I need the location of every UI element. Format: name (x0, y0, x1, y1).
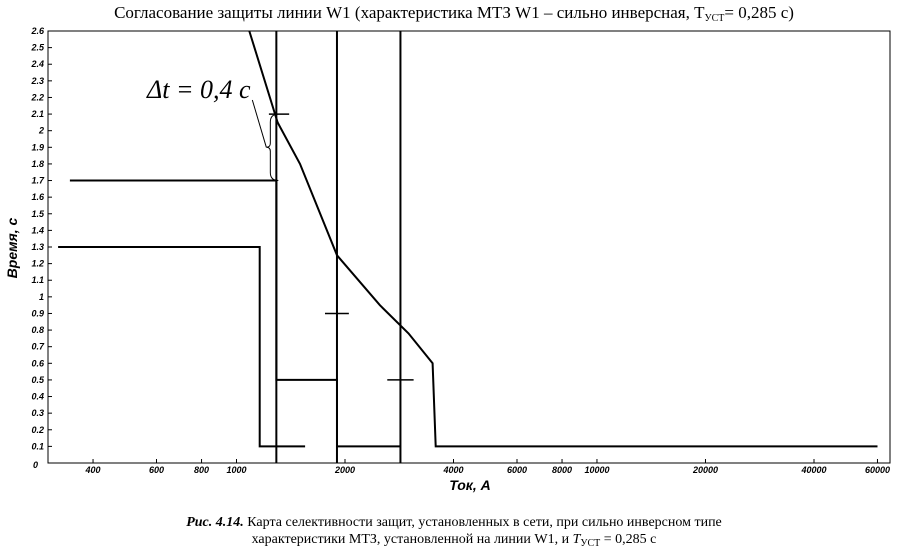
y-tick-label: 2.6 (30, 26, 45, 36)
y-tick-label: 0.2 (31, 425, 44, 435)
chart-title-subscript: УСТ (704, 13, 725, 24)
caption-text-1: Карта селективности защит, установленных… (243, 515, 722, 530)
caption-text-3: = 0,285 с (600, 532, 657, 547)
y-tick-label: 0.7 (31, 342, 45, 352)
y-tick-label: 0.8 (31, 325, 44, 335)
delta-t-annotation: Δt = 0,4 c (146, 75, 251, 104)
y-tick-label: 2.5 (30, 43, 45, 53)
y-tick-label: 1.2 (31, 259, 44, 269)
y-tick-label: 1.3 (31, 242, 44, 252)
y-tick-label: 1.9 (31, 142, 44, 152)
y-tick-label: 0.6 (31, 358, 45, 368)
y-tick-label: 1.1 (31, 275, 44, 285)
x-axis-label: Ток, А (449, 477, 491, 493)
caption-t-subscript: УСТ (580, 538, 601, 549)
x-tick-label: 2000 (334, 465, 355, 475)
chart-title-tail: = 0,285 с) (724, 3, 794, 22)
y-tick-label: 1.6 (31, 192, 45, 202)
x-tick-label: 40000 (800, 465, 826, 475)
y-tick-label: 0.9 (31, 308, 44, 318)
y-tick-label: 2.1 (30, 109, 44, 119)
y-tick-label: 1.5 (31, 209, 45, 219)
y-tick-label: 0.4 (31, 392, 44, 402)
y-tick-label: 2.3 (30, 76, 44, 86)
caption-t-symbol: T (572, 532, 581, 547)
series-layer (58, 30, 878, 463)
series-line-3 (248, 30, 878, 448)
x-tick-label: 4000 (442, 465, 463, 475)
chart-title: Согласование защиты линии W1 (характерис… (0, 3, 908, 24)
figure-caption: Рис. 4.14. Карта селективности защит, ус… (0, 514, 908, 552)
y-tick-label: 0.3 (31, 408, 44, 418)
x-tick-label: 20000 (692, 465, 718, 475)
y-tick-label: 1.7 (31, 176, 45, 186)
y-tick-label: 2 (38, 126, 44, 136)
x-tick-label: 6000 (507, 465, 527, 475)
y-tick-label: 0.1 (31, 441, 44, 451)
x-tick-label: 8000 (552, 465, 572, 475)
y-tick-label: 2.4 (30, 59, 44, 69)
y-tick-label: 1.4 (31, 225, 44, 235)
origin-label: 0 (33, 460, 38, 470)
series-line-2 (69, 179, 401, 448)
series-line-1 (58, 246, 306, 448)
annotation-leader-line (251, 99, 267, 148)
x-axis-ticks: 400 600 800 1000 2000 4000 6000 8000 10000 20000 4… (85, 459, 890, 475)
caption-text-2: характеристики МТЗ, установленной на лин… (251, 532, 573, 547)
chart-title-main: Согласование защиты линии W1 (характерис… (114, 3, 705, 22)
y-axis-label: Время, с (4, 217, 20, 278)
x-tick-label: 1000 (226, 465, 246, 475)
x-tick-label: 400 (85, 465, 101, 475)
caption-line-2: характеристики МТЗ, установленной на лин… (0, 531, 908, 552)
x-tick-label: 10000 (584, 465, 609, 475)
x-tick-label: 600 (149, 465, 164, 475)
caption-line-1: Рис. 4.14. Карта селективности защит, ус… (0, 514, 908, 531)
caption-label: Рис. 4.14. (186, 515, 244, 530)
x-tick-label: 800 (194, 465, 209, 475)
x-tick-label: 60000 (865, 465, 890, 475)
y-tick-label: 2.2 (30, 92, 44, 102)
y-axis-ticks: 0.1 0.2 0.3 0.4 0.5 0.6 0.7 0.8 0.9 1 1.1 1.2 1.3 1.4… (30, 26, 52, 470)
y-tick-label: 1.8 (31, 159, 44, 169)
y-tick-label: 0.5 (31, 375, 45, 385)
y-tick-label: 1 (39, 292, 44, 302)
